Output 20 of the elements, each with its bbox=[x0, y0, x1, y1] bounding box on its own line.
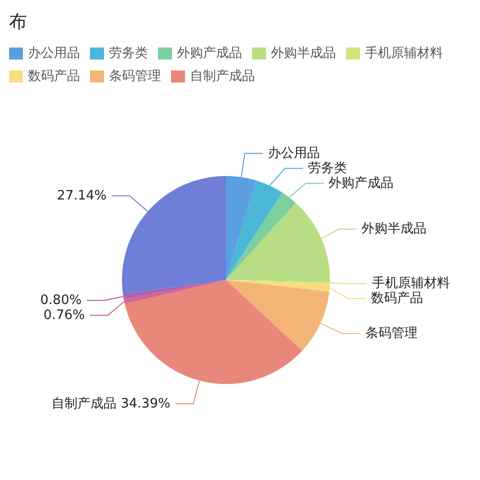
legend-label: 劳务类 bbox=[109, 46, 148, 61]
slice-label: 外购半成品 bbox=[362, 222, 427, 237]
category-label: 自制产成品 34.39% bbox=[52, 396, 170, 412]
legend-label: 自制产成品 bbox=[190, 69, 255, 84]
slice-label: 条码管理 bbox=[365, 326, 418, 341]
slice-label: 数码产品 bbox=[371, 291, 424, 306]
legend-label: 数码产品 bbox=[28, 69, 80, 84]
legend-label: 条码管理 bbox=[109, 69, 161, 84]
slice-label: 外购产成品 bbox=[328, 176, 394, 191]
data-label: 27.14% bbox=[57, 188, 107, 204]
slice-label: 办公用品 bbox=[268, 146, 320, 161]
data-label: 0.80% bbox=[40, 292, 82, 308]
legend-label: 手机原辅材料 bbox=[365, 46, 443, 61]
chart-title: 布 bbox=[9, 12, 27, 32]
legend-label: 外购半成品 bbox=[271, 46, 336, 61]
slice-label: 手机原辅材料 bbox=[372, 276, 450, 292]
legend-label: 办公用品 bbox=[28, 46, 80, 61]
slice-label: 劳务类 bbox=[308, 160, 347, 176]
data-label: 0.76% bbox=[44, 308, 85, 323]
legend-label: 外购产成品 bbox=[177, 46, 242, 61]
